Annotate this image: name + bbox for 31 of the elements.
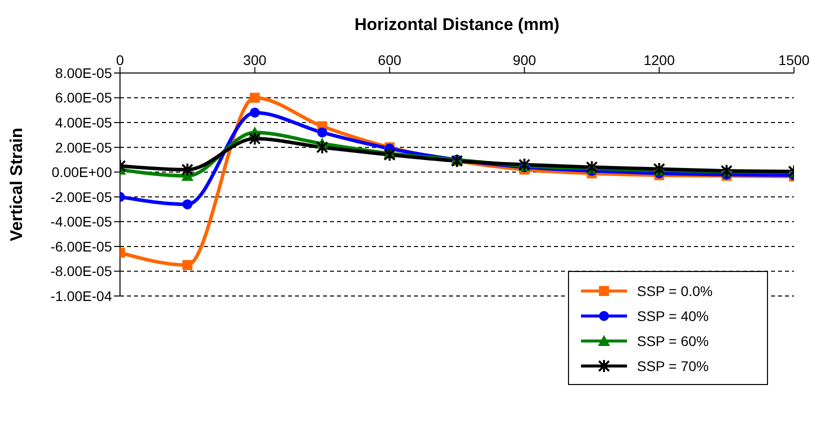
x-tick-label: 600 bbox=[378, 52, 402, 68]
x-tick-label: 1200 bbox=[644, 52, 675, 68]
y-tick-label: 4.00E-05 bbox=[55, 114, 112, 131]
point bbox=[317, 127, 328, 138]
point bbox=[384, 148, 396, 162]
legend-label: SSP = 60% bbox=[637, 332, 709, 348]
point bbox=[248, 132, 261, 146]
y-tick-label: -8.00E-05 bbox=[50, 263, 112, 280]
point bbox=[250, 92, 260, 103]
x-axis-title: Horizontal Distance (mm) bbox=[354, 15, 560, 34]
legend-label: SSP = 70% bbox=[637, 358, 709, 374]
point bbox=[181, 162, 194, 177]
y-tick-label: -1.00E-04 bbox=[50, 288, 112, 304]
point bbox=[316, 140, 328, 154]
x-tick-label: 300 bbox=[243, 52, 267, 68]
legend-label: SSP = 40% bbox=[637, 308, 709, 324]
y-tick-label: 0.00E+00 bbox=[52, 164, 112, 180]
y-tick-label: -6.00E-05 bbox=[50, 238, 112, 254]
y-tick-label: -4.00E-05 bbox=[50, 214, 112, 230]
y-tick-label: 6.00E-05 bbox=[55, 90, 112, 106]
y-axis-title: Vertical Strain bbox=[7, 128, 26, 242]
y-tick-label: 2.00E-05 bbox=[55, 139, 112, 156]
x-tick-label: 0 bbox=[116, 52, 124, 68]
point bbox=[250, 108, 260, 118]
y-tick-label: 8.00E-05 bbox=[55, 64, 112, 81]
x-tick-label: 1500 bbox=[778, 52, 810, 68]
point bbox=[182, 260, 192, 270]
point bbox=[182, 199, 192, 210]
legend-label: SSP = 0.0% bbox=[637, 282, 713, 298]
x-tick-label: 900 bbox=[512, 52, 536, 68]
y-tick-label: -2.00E-05 bbox=[50, 188, 112, 205]
